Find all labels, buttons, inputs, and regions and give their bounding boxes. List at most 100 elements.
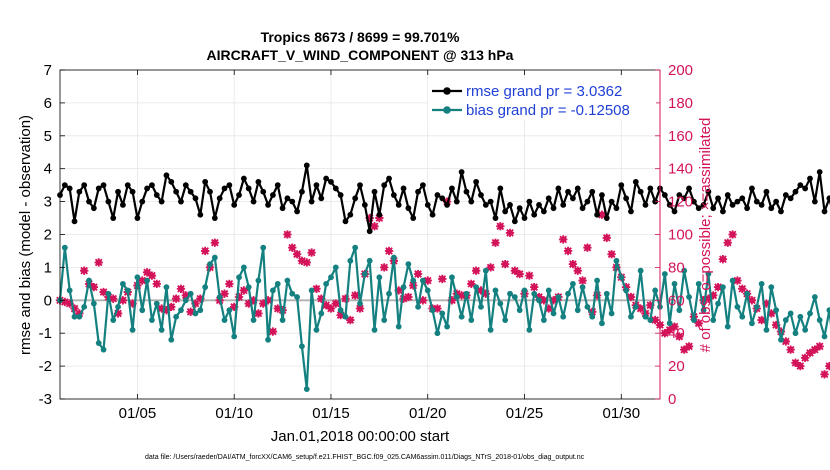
rmse-point [753,198,760,205]
bias-point [686,294,692,300]
legend: rmse grand pr = 3.0362 bias grand pr = -… [428,78,656,120]
rmse-point [400,185,407,192]
obs-assimilated-marker [578,276,587,285]
obs-assimilated-marker [331,299,340,308]
y-left-axis-ticks: -3 -2 -1 0 1 2 3 4 5 6 7 [39,62,65,408]
obs-assimilated-marker [317,294,326,303]
obs-assimilated-marker [365,213,374,223]
obs-assimilated-marker [201,246,210,256]
rmse-point [328,178,334,185]
rmse-point [613,205,620,212]
rmse-point [410,215,417,221]
rmse-point [700,201,707,208]
obs-assimilated-marker [670,322,679,331]
bias-point [647,317,654,323]
bias-point [444,323,450,330]
rmse-point [120,201,126,208]
obs-assimilated-marker [433,304,442,313]
obs-assimilated-marker [321,301,331,310]
x-tick-label: 01/20 [409,405,447,422]
bias-point [749,320,755,327]
y-right-tick-label: 140 [668,161,693,178]
rmse-point [482,201,489,208]
obs-assimilated-marker [501,259,510,269]
obs-assimilated-marker [278,306,287,315]
bias-point [90,300,97,307]
obs-assimilated-marker [167,302,176,312]
x-tick-label: 01/25 [506,405,544,422]
bias-point [526,327,533,333]
obs-assimilated-marker [423,276,432,285]
obs-assimilated-marker [776,327,786,336]
bias-point [245,284,252,291]
bias-point [758,280,765,287]
x-axis-ticks: 01/05 01/10 01/15 01/20 01/25 01/30 [119,70,640,422]
rmse-point [245,185,252,192]
bias-point [676,307,683,314]
bias-point [299,343,305,350]
obs-assimilated-marker [718,255,728,264]
bias-point [594,277,600,284]
bias-point [420,277,426,284]
obs-assimilated-marker [302,258,311,267]
rmse-point [90,205,97,212]
bias-point [158,327,165,333]
bias-point [270,287,276,294]
rmse-point [255,178,262,185]
rmse-point [637,188,644,195]
obs-assimilated-marker [341,294,350,303]
rmse-point [192,195,199,202]
obs-assimilated-marker [476,286,486,295]
bias-point [782,317,789,323]
rmse-point [279,205,286,212]
rmse-point [458,169,465,175]
bias-point [429,307,436,314]
rmse-point [105,198,112,205]
obs-assimilated-marker [273,304,282,313]
rmse-point [294,208,300,215]
y-left-axis-label: rmse and bias (model - observation) [17,115,34,355]
obs-assimilated-marker [220,289,229,298]
y-left-tick-label: 1 [44,259,52,276]
rmse-point [778,208,784,215]
y-right-tick-label: 160 [668,128,693,145]
obs-assimilated-marker [651,315,660,325]
bias-point [666,320,673,327]
obs-assimilated-marker [239,286,249,295]
rmse-point [361,201,368,208]
rmse-point [594,211,600,218]
rmse-point [661,192,668,198]
rmse-point [95,185,102,192]
obs-assimilated-marker [684,342,694,351]
rmse-point [231,201,238,208]
x-axis-label: Jan.01,2018 00:00:00 start [271,428,450,445]
obs-assimilated-marker [351,291,360,300]
bias-point [807,310,813,317]
rmse-point [381,182,388,189]
bias-point [816,317,823,323]
bias-point [473,284,480,291]
rmse-point [666,201,673,208]
bias-point [381,317,388,323]
rmse-point [386,175,392,182]
obs-assimilated-marker [171,294,181,303]
rmse-point [366,228,373,235]
obs-assimilated-marker [447,296,457,305]
bias-point [574,307,581,314]
y-right-tick-label: 0 [668,391,676,408]
rmse-point [502,208,509,215]
bias-point [284,277,291,284]
obs-assimilated-marker [733,276,742,285]
rmse-point [729,201,736,208]
y-left-tick-label: 5 [44,128,52,145]
obs-assimilated-marker [65,299,74,308]
obs-assimilated-marker [525,271,534,280]
bias-point [337,307,344,314]
bias-point [570,280,576,287]
bias-point [802,327,809,333]
bias-point [792,330,799,337]
rmse-point [313,182,320,189]
rmse-point [531,211,538,218]
rmse-point [115,188,121,195]
